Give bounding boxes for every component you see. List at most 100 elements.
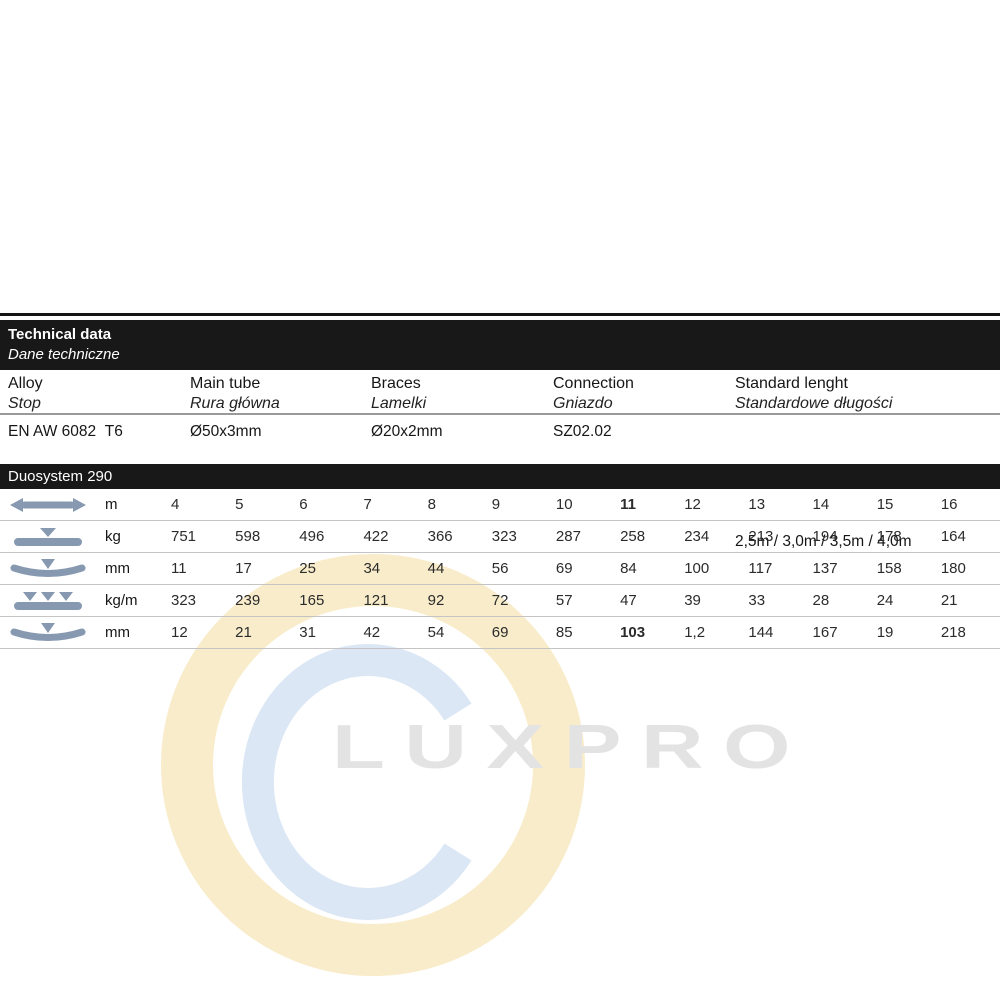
table-cell: 15: [876, 496, 894, 513]
spec-column-headers: Alloy Stop Main tube Rura główna Braces …: [0, 374, 1000, 414]
table-cell: 12: [171, 624, 188, 641]
table-cell: 39: [684, 592, 701, 609]
table-row-distributed-load: kg/m 323 239 165 121 92 72 57 47 39 33 28 24 21: [0, 585, 1000, 617]
load-table: m 4 5 6 7 8 9 10 11 12 13 14 15 16 kg 751 598 496 422 36…: [0, 489, 1000, 649]
spec-col-main-tube: Main tube Rura główna: [190, 374, 280, 414]
table-cell: 496: [299, 528, 325, 545]
deflection-icon: [0, 558, 96, 580]
table-cell: 44: [427, 560, 445, 577]
watermark-inner-c-icon: [241, 644, 472, 920]
table-cell: 239: [235, 592, 261, 609]
table-cell: 258: [620, 528, 646, 545]
spec-col-connection: Connection Gniazdo: [553, 374, 634, 414]
row-values: 11 17 25 34 44 56 69 84 100 117 137 158 180: [166, 560, 1000, 577]
table-cell: 6: [299, 496, 308, 513]
row-unit: m: [105, 496, 118, 513]
row-values: 323 239 165 121 92 72 57 47 39 33 28 24 21: [166, 592, 1000, 609]
spec-col-standard-length: Standard lenght Standardowe długości: [735, 374, 892, 414]
table-cell: 218: [940, 624, 966, 641]
table-cell: 42: [363, 624, 381, 641]
spec-col-label-en: Standard lenght: [735, 375, 848, 392]
table-cell: 366: [427, 528, 453, 545]
watermark-brand-text: LUXPRO: [332, 713, 810, 782]
row-values: 4 5 6 7 8 9 10 11 12 13 14 15 16: [166, 496, 1000, 513]
table-row-point-load: kg 751 598 496 422 366 323 287 258 234 213 194 178 1…: [0, 521, 1000, 553]
connection-value: SZ02.02: [553, 423, 612, 440]
table-cell: 14: [812, 496, 830, 513]
spec-col-label-en: Braces: [371, 375, 421, 392]
header-title: Technical data: [8, 326, 112, 343]
table-cell: 11: [171, 560, 187, 577]
table-cell: 92: [427, 592, 445, 609]
table-cell: 34: [363, 560, 381, 577]
main-tube-value: Ø50x3mm: [190, 423, 262, 440]
row-unit: mm: [105, 560, 130, 577]
header-subtitle: Dane techniczne: [8, 346, 120, 363]
table-cell: 84: [620, 560, 637, 577]
table-cell: 72: [491, 592, 509, 609]
table-row-deflection-point: mm 11 17 25 34 44 56 69 84 100 117 137 158 180: [0, 553, 1000, 585]
span-arrows-icon: [0, 495, 96, 515]
spec-col-label-en: Connection: [553, 375, 634, 392]
distributed-load-icon: [0, 591, 96, 611]
deflection-icon: [0, 622, 96, 644]
spec-divider-line: [0, 413, 1000, 415]
table-cell: 7: [363, 496, 372, 513]
table-cell: 287: [555, 528, 581, 545]
table-cell: 158: [876, 560, 902, 577]
table-cell: 164: [940, 528, 966, 545]
table-cell: 57: [555, 592, 573, 609]
table-cell: 33: [748, 592, 766, 609]
row-values: 12 21 31 42 54 69 85 103 1,2 144 167 19 218: [166, 624, 1000, 641]
top-divider-line: [0, 313, 1000, 316]
technical-data-header-bar: Technical data Dane techniczne: [0, 320, 1000, 370]
table-cell: 5: [235, 496, 244, 513]
table-cell: 31: [299, 624, 316, 641]
table-cell: 24: [876, 592, 894, 609]
spec-col-braces: Braces Lamelki: [371, 374, 426, 414]
table-cell: 144: [748, 624, 774, 641]
table-cell: 21: [940, 592, 958, 609]
table-cell: 137: [812, 560, 838, 577]
table-cell: 4: [171, 496, 180, 513]
table-cell: 85: [555, 624, 573, 641]
table-cell: 323: [491, 528, 517, 545]
row-unit: kg: [105, 528, 121, 545]
braces-value: Ø20x2mm: [371, 423, 443, 440]
table-cell: 13: [748, 496, 766, 513]
row-unit: mm: [105, 624, 130, 641]
table-cell: 9: [491, 496, 501, 513]
spec-col-label-pl: Stop: [8, 395, 41, 412]
spec-col-label-pl: Gniazdo: [553, 395, 613, 412]
point-load-icon: [0, 527, 96, 547]
table-cell: 167: [812, 624, 838, 641]
table-cell: 194: [812, 528, 838, 545]
table-cell: 178: [876, 528, 902, 545]
product-title-bar: Duosystem 290: [0, 464, 1000, 489]
table-cell: 28: [812, 592, 830, 609]
table-cell: 69: [491, 624, 509, 641]
table-cell: 25: [299, 560, 316, 577]
spec-col-label-pl: Standardowe długości: [735, 395, 893, 412]
table-cell: 47: [620, 592, 637, 609]
table-cell: 323: [171, 592, 197, 609]
spec-col-label-pl: Lamelki: [371, 395, 427, 412]
spec-col-alloy: Alloy Stop: [8, 374, 43, 414]
table-cell: 16: [940, 496, 958, 513]
table-cell: 10: [555, 496, 573, 513]
table-cell: 17: [235, 560, 252, 577]
spec-col-label-en: Alloy: [8, 375, 43, 392]
spec-col-label-en: Main tube: [190, 375, 261, 392]
table-cell: 751: [171, 528, 197, 545]
table-row-span: m 4 5 6 7 8 9 10 11 12 13 14 15 16: [0, 489, 1000, 521]
product-title: Duosystem 290: [8, 468, 113, 485]
row-unit: kg/m: [105, 592, 138, 609]
row-values: 751 598 496 422 366 323 287 258 234 213 194 178 164: [166, 528, 1000, 545]
table-row-deflection-distributed: mm 12 21 31 42 54 69 85 103 1,2 144 167 19 218: [0, 617, 1000, 649]
table-cell: 1,2: [684, 624, 706, 641]
spec-col-label-pl: Rura główna: [190, 395, 280, 412]
alloy-value: EN AW 6082 T6: [8, 423, 123, 440]
table-cell: 11: [620, 496, 636, 513]
table-cell: 100: [684, 560, 710, 577]
